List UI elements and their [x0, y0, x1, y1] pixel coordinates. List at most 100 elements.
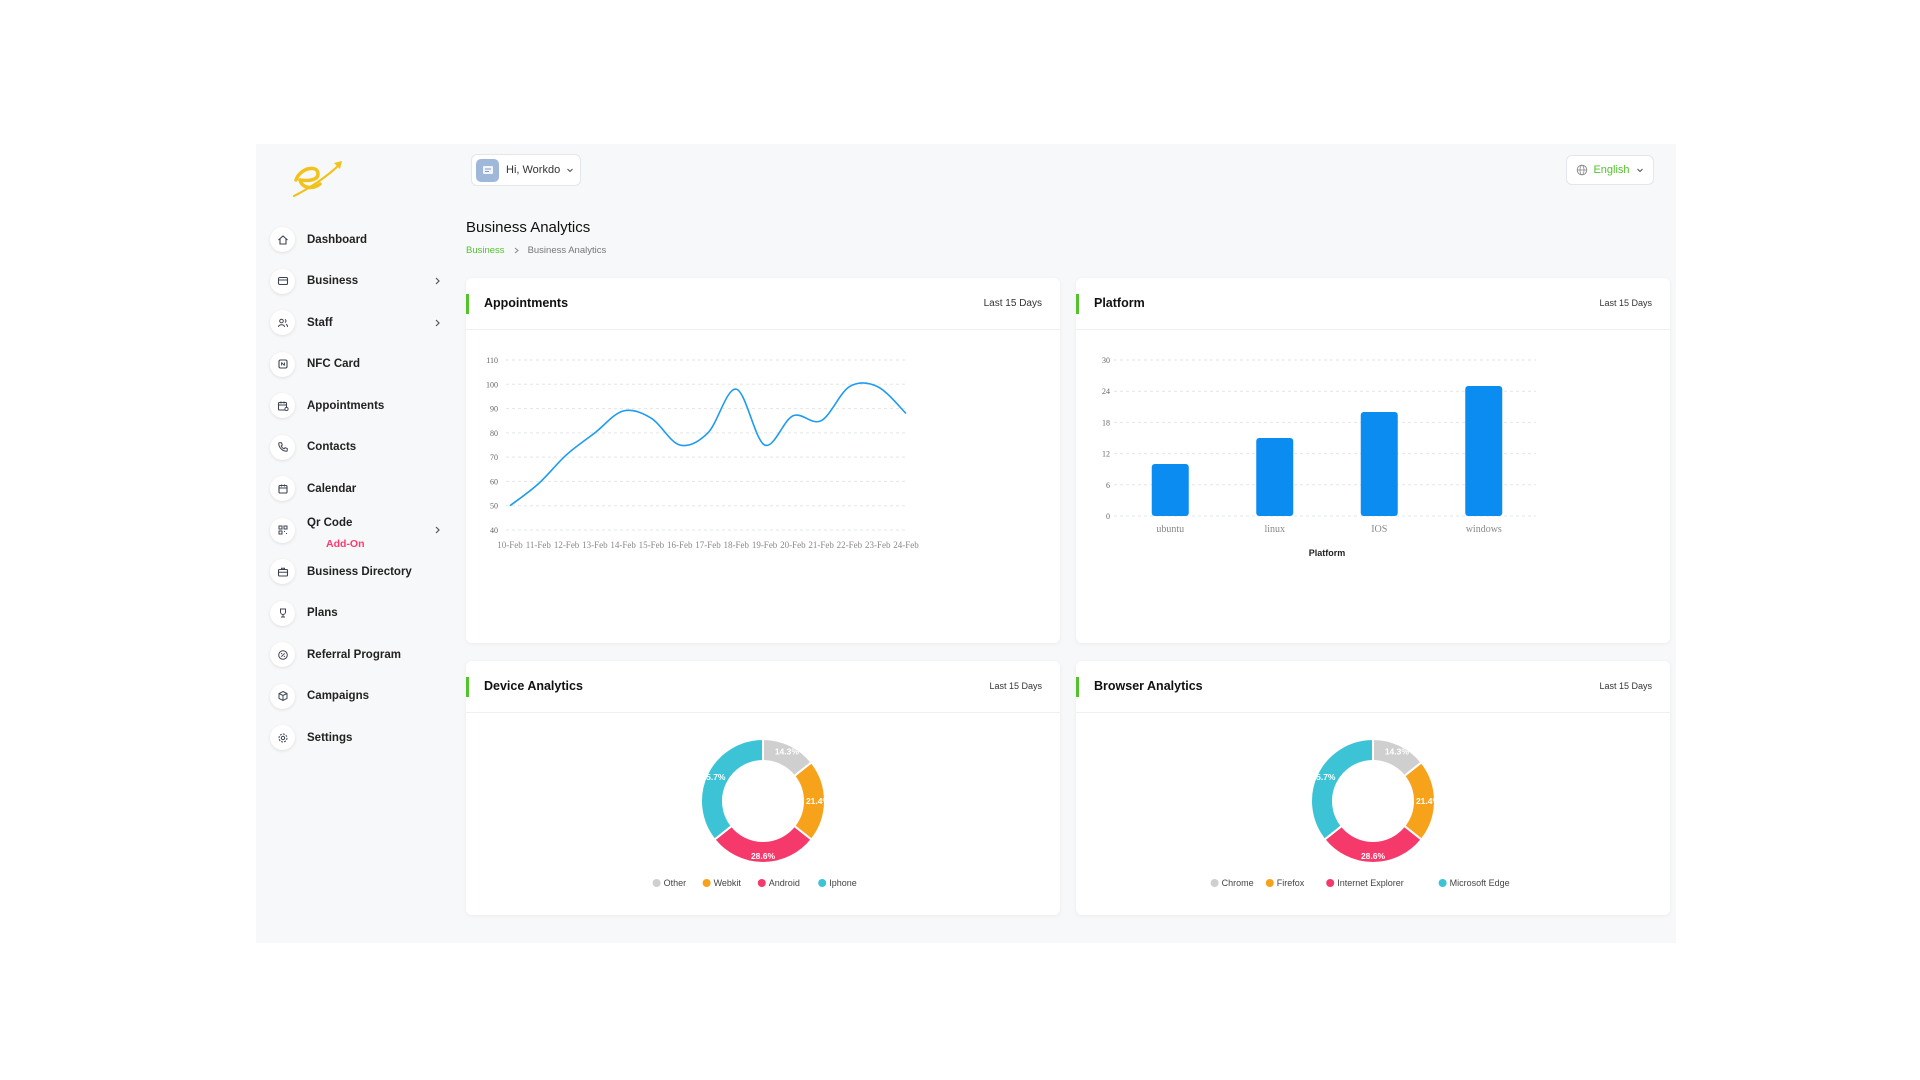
briefcase-icon [270, 559, 295, 585]
sidebar-item-label: Business Directory [307, 565, 412, 578]
x-tick-label: 20-Feb [780, 540, 806, 550]
user-menu-button[interactable]: Hi, Workdo [471, 154, 582, 186]
slice-value-label: 14.3% [1385, 746, 1410, 756]
legend-label: Iphone [829, 878, 857, 888]
brand-logo[interactable] [288, 154, 348, 202]
phone-icon [270, 434, 295, 460]
x-tick-label: 17-Feb [695, 540, 721, 550]
sidebar-item-plans[interactable]: Plans [270, 593, 450, 635]
platform-bar-chart: 0 6 12 18 24 30 ubuntu linux IOS windows Platform [1102, 356, 1536, 558]
y-tick-label: 70 [490, 453, 498, 462]
legend-marker [702, 879, 711, 887]
x-tick-label: 10-Feb [497, 540, 523, 550]
browser-donut-chart: 14.3% 21.4% 28.6% 35.7% Chrome Firefox Interne… [1210, 737, 1510, 888]
slice-value-label: 28.6% [1361, 851, 1386, 861]
sidebar-item-label: Qr Code [307, 517, 353, 530]
sidebar-item-label: Contacts [307, 441, 357, 454]
sidebar-item-staff[interactable]: Staff [270, 302, 450, 344]
y-tick-label: 50 [490, 502, 498, 511]
appointments-line-chart: 40 50 60 70 80 90 100 110 10-Feb 11-Feb 12-Feb 13-F… [486, 356, 919, 550]
legend-label: Microsoft Edge [1450, 878, 1510, 888]
x-tick-label: 18-Feb [724, 540, 750, 550]
sidebar-item-label: Staff [307, 316, 333, 329]
globe-icon [1577, 164, 1588, 176]
sidebar-item-nfc-card[interactable]: NFC Card [270, 344, 450, 386]
platform-bar [1360, 412, 1398, 516]
breadcrumb-current: Business Analytics [527, 245, 607, 256]
x-tick-label: ubuntu [1156, 524, 1184, 535]
sidebar-item-business[interactable]: Business [270, 261, 450, 303]
app-frame: Dashboard Business Staff NFC Card Appoin… [256, 144, 1676, 943]
legend-marker [1210, 879, 1219, 887]
sidebar-item-campaigns[interactable]: Campaigns [270, 676, 450, 718]
nfc-card-icon [270, 351, 295, 377]
legend-marker [1265, 879, 1274, 887]
x-tick-label: 12-Feb [554, 540, 580, 550]
y-tick-label: 18 [1102, 418, 1110, 427]
business-icon [270, 268, 295, 294]
breadcrumb-link[interactable]: Business [466, 245, 505, 256]
y-tick-label: 110 [486, 356, 498, 365]
language-label: English [1593, 164, 1630, 176]
card-title: Platform [1094, 296, 1145, 310]
platform-bar [1256, 438, 1294, 516]
sidebar-item-settings[interactable]: Settings [270, 717, 450, 759]
card-title: Appointments [484, 296, 569, 310]
y-tick-label: 80 [490, 429, 498, 438]
sidebar-item-label: Dashboard [307, 233, 368, 246]
card-header: Browser Analytics Last 15 Days [1076, 661, 1670, 713]
device-donut-chart: 14.3% 21.4% 28.6% 35.7% Other Webkit Android Ip… [652, 737, 857, 888]
x-tick-label: 24-Feb [893, 540, 919, 550]
chevron-down-icon [1636, 168, 1643, 173]
user-greeting: Hi, Workdo [506, 164, 561, 176]
platform-bar [1465, 386, 1503, 516]
date-range: Last 15 Days [1599, 681, 1652, 691]
breadcrumb: Business Business Analytics [466, 245, 606, 256]
sidebar-item-label: Referral Program [307, 648, 401, 661]
card-header: Device Analytics Last 15 Days [466, 661, 1060, 713]
sidebar-item-appointments[interactable]: Appointments [270, 385, 450, 427]
slice-value-label: 21.4% [1416, 796, 1441, 806]
x-tick-label: 16-Feb [667, 540, 693, 550]
date-range: Last 15 Days [989, 681, 1042, 691]
calendar-event-icon [270, 393, 295, 419]
sidebar-item-label: Calendar [307, 482, 357, 495]
sidebar-item-business-directory[interactable]: Business Directory [270, 551, 450, 593]
sidebar-item-contacts[interactable]: Contacts [270, 427, 450, 469]
x-tick-label: 15-Feb [639, 540, 665, 550]
calendar-icon [270, 476, 295, 502]
trophy-icon [270, 600, 295, 626]
legend-marker [757, 879, 766, 887]
slice-value-label: 28.6% [751, 851, 776, 861]
chevron-right-icon [435, 526, 440, 534]
page-title: Business Analytics [466, 219, 591, 236]
slice-value-label: 35.7% [701, 772, 726, 782]
sidebar-item-qr-code[interactable]: Qr Code Add-On [270, 510, 450, 552]
chevron-right-icon [435, 277, 440, 285]
sidebar-item-label: NFC Card [307, 358, 361, 371]
platform-bar [1151, 464, 1189, 516]
chevron-right-icon [514, 247, 519, 254]
gear-icon [270, 725, 295, 751]
avatar [476, 158, 499, 182]
x-tick-label: 14-Feb [610, 540, 636, 550]
x-tick-label: 11-Feb [526, 540, 552, 550]
card-header: Platform Last 15 Days [1076, 278, 1670, 330]
chevron-down-icon [567, 168, 574, 173]
sidebar-item-referral-program[interactable]: Referral Program [270, 634, 450, 676]
y-tick-label: 30 [1102, 356, 1110, 365]
date-range: Last 15 Days [983, 298, 1042, 309]
appointments-card: Appointments Last 15 Days 40 50 60 70 80 90 10… [466, 278, 1060, 643]
x-tick-label: IOS [1371, 524, 1387, 535]
legend-label: Chrome [1222, 878, 1254, 888]
sidebar-item-calendar[interactable]: Calendar [270, 468, 450, 510]
slice-value-label: 14.3% [775, 746, 800, 756]
y-tick-label: 60 [490, 477, 498, 486]
legend-label: Other [664, 878, 687, 888]
card-title: Device Analytics [484, 679, 583, 693]
users-icon [270, 310, 295, 336]
language-selector[interactable]: English [1566, 155, 1654, 185]
donut-slice [700, 737, 764, 842]
sidebar-item-dashboard[interactable]: Dashboard [270, 219, 450, 261]
y-tick-label: 24 [1102, 387, 1110, 396]
